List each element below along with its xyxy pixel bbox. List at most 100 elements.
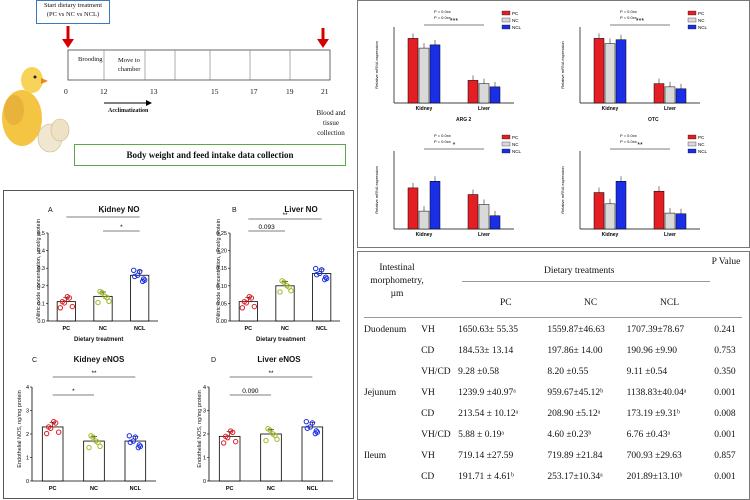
panel-D-point-NC xyxy=(263,437,269,444)
g1-bar xyxy=(429,44,441,104)
acclimatization-label: Acclimatization xyxy=(108,108,149,114)
panel-C-point-NCL xyxy=(130,438,137,444)
table-cell-measure: VH xyxy=(421,387,435,398)
panel-D-point-PC xyxy=(232,438,239,445)
panel-A-ytick-label: 0.2 xyxy=(37,284,45,290)
g2-bar xyxy=(615,39,627,104)
collection-label-line2: tissue collection xyxy=(317,119,345,137)
table-row: VH/CD 9.28 ±0.58 8.20 ±0.55 9.11 ±0.54 0.350 xyxy=(362,361,746,382)
table-cell-ncl: 1707.39±78.67 xyxy=(626,324,685,335)
table-header-pc: PC xyxy=(500,298,512,308)
start-label: Start dietary treatment xyxy=(43,2,103,9)
panel-B-xtick-NC: NC xyxy=(281,326,289,332)
table-cell-pc: 1239.9 ±40.97ᵃ xyxy=(458,387,516,398)
panel-D-letter: D xyxy=(211,357,217,364)
day-21: 21 xyxy=(321,87,329,96)
panel-D-point-PC xyxy=(220,440,227,446)
panel-C-xtick-NCL: NCL xyxy=(130,486,142,492)
panel-C-ylabel: Endothelial NOS, ng/mg protein xyxy=(17,390,23,468)
g1-legend-swatch-PC xyxy=(501,10,511,16)
panel-A-xlabel: Dietary treatment xyxy=(74,337,124,343)
g4-bar xyxy=(653,190,665,230)
table-row: Duodenum VH 1650.63± 55.35 1559.87±46.63 170… xyxy=(362,319,746,340)
table-body-rule xyxy=(364,317,742,318)
collection-label-line1: Blood and xyxy=(316,109,346,117)
panel-C-point-NC xyxy=(88,433,94,439)
table-header-group: Dietary treatments xyxy=(544,266,615,276)
table-cell-segment xyxy=(362,403,419,424)
panel-A-ytick-label: 0.4 xyxy=(37,249,45,255)
panel-B-xtick-PC: PC xyxy=(245,326,253,332)
panel-D-ytick-label: 4 xyxy=(203,385,206,391)
day-13: 13 xyxy=(150,87,158,96)
table-cell-pc: 719.14 ±27.59 xyxy=(458,450,514,461)
g4-legend-label-NCL: NCL xyxy=(698,149,707,154)
g3-legend-swatch-NCL xyxy=(501,148,511,154)
table-cell-ncl: 6.76 ±0.43ᵃ xyxy=(626,429,671,440)
panel-B-point-PC xyxy=(239,305,246,311)
panel-B-point-NC xyxy=(284,283,290,289)
panel-C-point-NCL xyxy=(126,433,133,439)
g3-ylabel: Relative mRNA expression xyxy=(374,166,379,214)
panel-A-sig-label: * xyxy=(120,224,123,231)
panel-D-ytick-label: 2 xyxy=(203,432,206,438)
panel-A-letter: A xyxy=(48,207,53,214)
g3-tissue-label: Liver xyxy=(478,232,490,238)
panel-B-xtick-NCL: NCL xyxy=(316,326,328,332)
timeline-section: Start dietary treatment (PC vs NC vs NCL… xyxy=(0,0,346,185)
table-cell-ncl: 173.19 ±9.31ᵇ xyxy=(626,408,680,419)
gene-title-1: ARG 2 xyxy=(456,117,472,123)
panel-B-letter: B xyxy=(232,207,237,214)
table-cell-segment xyxy=(362,361,419,382)
g2-ylabel: Relative mRNA expression xyxy=(560,41,565,89)
table-cell-measure: CD xyxy=(421,345,435,356)
panel-A-point-NCL xyxy=(140,276,147,282)
panel-D-point-PC xyxy=(222,433,229,440)
start-treatment-box: Start dietary treatment (PC vs NC vs NCL… xyxy=(36,0,110,24)
g1-legend-swatch-NCL xyxy=(501,24,511,30)
g1-legend-label-NC: NC xyxy=(512,18,519,23)
table-cell-ncl: 201.89±13.10ᵇ xyxy=(626,471,683,482)
table-cell-nc: 197.86± 14.00 xyxy=(547,345,603,356)
g1-tissue-label: Liver xyxy=(478,106,490,112)
table-cell-segment: Jejunum xyxy=(364,387,397,398)
table-header-p: P Value xyxy=(711,257,741,267)
g1-ylabel: Relative mRNA expression xyxy=(374,41,379,89)
morphometry-table: Duodenum VH 1650.63± 55.35 1559.87±46.63 170… xyxy=(362,319,746,487)
g2-bar xyxy=(604,43,616,104)
panel-B-ytick-label: 0.15 xyxy=(216,266,227,272)
morphometry-table-panel: Intestinal morphometry, µm Dietary treat… xyxy=(357,251,750,500)
g4-legend-label-NC: NC xyxy=(698,142,705,147)
panel-B-point-NC xyxy=(288,288,294,294)
table-cell-nc: 208.90 ±5.12ᵃ xyxy=(547,408,601,419)
panel-D-ytick-label: 3 xyxy=(203,409,206,415)
panel-A-title: Kidney NO xyxy=(98,205,140,214)
table-cell-measure: VH/CD xyxy=(421,366,451,377)
day-15: 15 xyxy=(211,87,219,96)
table-cell-pc: 1650.63± 55.35 xyxy=(458,324,518,335)
panel-A-sig-label: * xyxy=(102,210,105,217)
panel-D-title: Liver eNOS xyxy=(257,355,301,364)
panel-B-xlabel: Dietary treatment xyxy=(256,337,306,343)
table-row: CD 184.53± 13.14 197.86± 14.00 190.96 ±9.90… xyxy=(362,340,746,361)
g2-legend-swatch-NCL xyxy=(687,24,697,30)
table-cell-p: 0.001 xyxy=(714,387,736,398)
panel-D-point-NCL xyxy=(314,429,321,435)
table-cell-segment xyxy=(362,466,419,487)
panel-D-sig-label: 0.090 xyxy=(242,388,259,395)
g4-legend-swatch-NC xyxy=(687,141,697,147)
table-cell-measure: VH xyxy=(421,324,435,335)
table-cell-nc: 253.17±10.34ᵃ xyxy=(547,471,603,482)
panel-C-point-NC xyxy=(93,438,99,444)
day-17: 17 xyxy=(250,87,258,96)
panel-D-point-NC xyxy=(265,426,271,432)
panel-A-point-NC xyxy=(95,299,101,306)
g3-sig-label: * xyxy=(453,142,456,149)
g2-p-value: P = 0.0xx xyxy=(620,9,637,14)
panel-A-point-NCL xyxy=(134,272,141,278)
table-cell-pc: 191.71 ± 4.61ᵇ xyxy=(458,471,514,482)
panel-A-point-NC xyxy=(97,288,103,295)
g2-bar xyxy=(653,83,665,104)
panel-D-sig-label: ** xyxy=(268,370,274,377)
